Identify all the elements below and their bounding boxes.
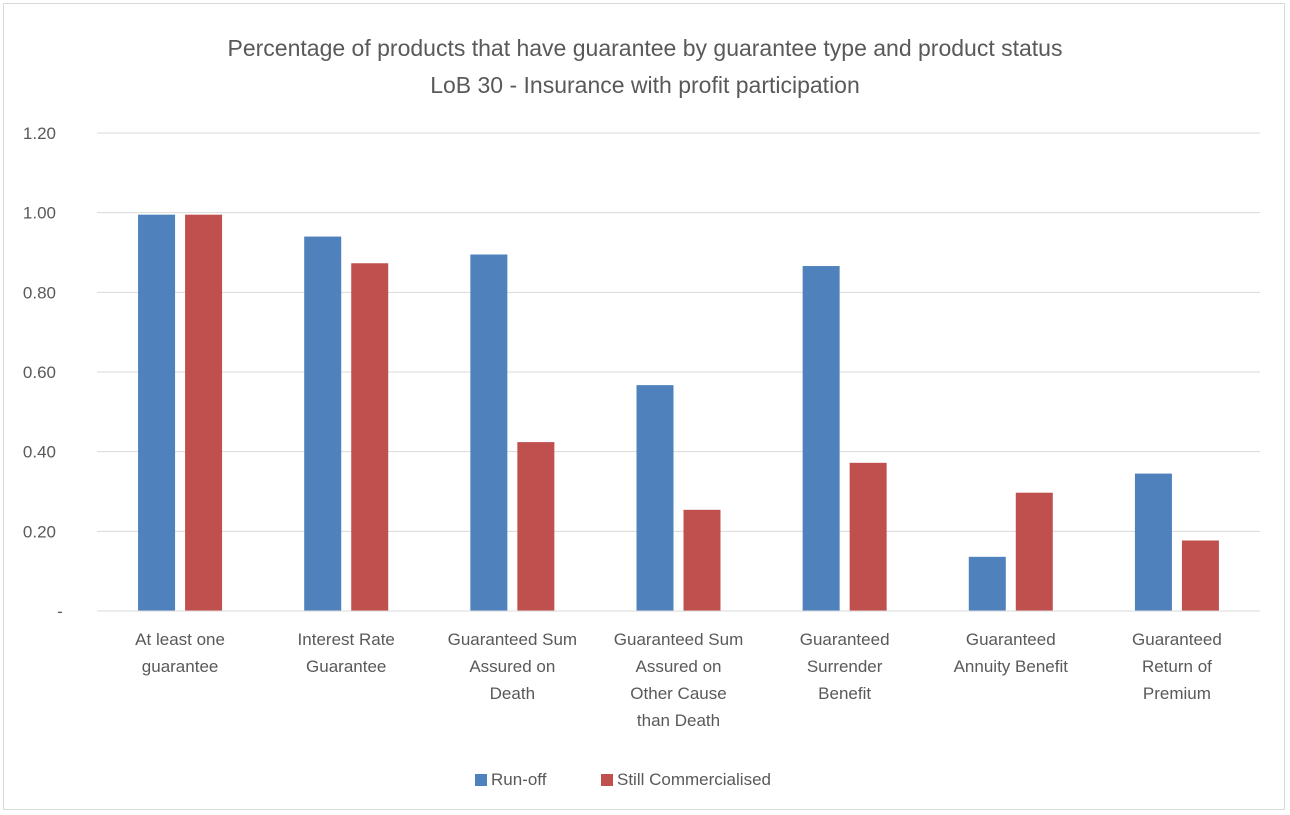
x-category-label-line: Surrender — [807, 657, 883, 676]
gridlines — [97, 132, 1260, 532]
x-category-label-line: Benefit — [818, 684, 871, 703]
x-category-label-line: Guarantee — [306, 657, 386, 676]
bar-run-off — [968, 556, 1006, 611]
chart-title-line-2: LoB 30 - Insurance with profit participa… — [430, 72, 860, 98]
y-tick-label: 1.20 — [23, 124, 56, 143]
x-category-label-line: At least one — [135, 630, 225, 649]
y-tick-label: 0.40 — [23, 443, 56, 462]
x-category-label-line: Guaranteed Sum — [614, 630, 743, 649]
x-category-label-line: Other Cause — [630, 684, 726, 703]
x-category-label-line: Guaranteed — [800, 630, 890, 649]
y-tick-label: - — [57, 602, 63, 621]
x-category-label-line: Interest Rate — [298, 630, 395, 649]
x-category-label-line: Guaranteed — [1132, 630, 1222, 649]
chart-title-line-1: Percentage of products that have guarant… — [228, 35, 1063, 61]
bar-run-off — [802, 266, 840, 611]
bar-run-off — [304, 236, 342, 612]
x-category-label: Guaranteed Annuity Benefit — [954, 630, 1069, 676]
legend-label-run-off: Run-off — [491, 770, 547, 789]
y-tick-label: 1.00 — [23, 204, 56, 223]
legend-label-still-commercialised: Still Commercialised — [617, 770, 771, 789]
y-tick-label: 0.20 — [23, 522, 56, 541]
bar-still-commercialised — [185, 214, 223, 612]
x-category-label-line: Return of — [1142, 657, 1212, 676]
x-category-label: Guaranteed Return of Premium — [1132, 630, 1222, 703]
x-category-label-line: Guaranteed Sum — [448, 630, 577, 649]
bar-still-commercialised — [1181, 540, 1219, 611]
bar-still-commercialised — [849, 462, 887, 611]
x-category-label-line: Annuity Benefit — [954, 657, 1069, 676]
legend-swatch-run-off — [475, 774, 487, 786]
x-category-label-line: guarantee — [142, 657, 219, 676]
x-category-label-line: Premium — [1143, 684, 1211, 703]
chart-title: Percentage of products that have guarant… — [228, 35, 1063, 98]
x-category-label: Interest Rate Guarantee — [298, 630, 395, 676]
bar-run-off — [470, 254, 508, 611]
bar-run-off — [636, 385, 674, 611]
x-category-label-line: Assured on — [636, 657, 722, 676]
x-category-label-line: Guaranteed — [966, 630, 1056, 649]
bars — [138, 214, 1219, 612]
x-category-label: Guaranteed Sum Assured on Death — [448, 630, 577, 703]
bar-run-off — [138, 214, 176, 612]
bar-run-off — [1134, 473, 1172, 611]
y-tick-label: 0.80 — [23, 283, 56, 302]
bar-still-commercialised — [1015, 492, 1053, 611]
x-category-label: Guaranteed Sum Assured on Other Cause than … — [614, 630, 743, 730]
x-axis-category-labels: At least one guarantee Interest Rate Guaran… — [135, 630, 1222, 730]
y-axis-tick-labels: - 0.20 0.40 0.60 0.80 1.00 1.20 — [23, 124, 63, 621]
x-category-label: At least one guarantee — [135, 630, 225, 676]
legend-swatch-still-commercialised — [601, 774, 613, 786]
x-category-label-line: Death — [490, 684, 535, 703]
legend: Run-off Still Commercialised — [475, 770, 771, 789]
x-category-label: Guaranteed Surrender Benefit — [800, 630, 890, 703]
y-tick-label: 0.60 — [23, 363, 56, 382]
bar-still-commercialised — [683, 509, 721, 611]
bar-still-commercialised — [351, 263, 389, 611]
bar-still-commercialised — [517, 442, 555, 611]
x-category-label-line: Assured on — [469, 657, 555, 676]
x-category-label-line: than Death — [637, 711, 720, 730]
